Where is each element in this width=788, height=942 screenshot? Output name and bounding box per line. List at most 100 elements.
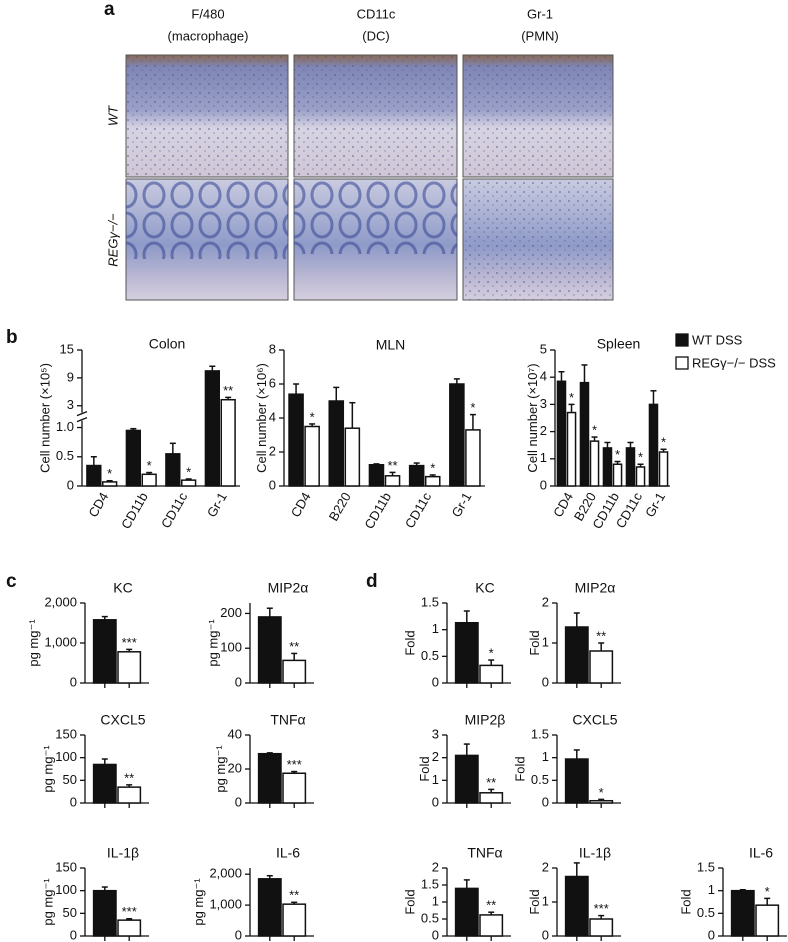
- y-tick-label: 1: [432, 621, 439, 636]
- significance-marker: **: [486, 898, 496, 913]
- bar: [579, 381, 590, 487]
- chart-title: CXCL5: [572, 712, 617, 728]
- y-tick-label: 0: [432, 794, 439, 809]
- significance-marker: ***: [287, 757, 302, 772]
- y-axis-label: Fold: [417, 756, 432, 781]
- x-tick-label: B220: [326, 490, 354, 524]
- y-tick-label: 1.5: [531, 726, 549, 741]
- y-tick-label: 1: [432, 772, 439, 787]
- y-tick-label: 0: [432, 927, 439, 942]
- panel-label: a: [104, 0, 115, 20]
- bar: [424, 475, 441, 487]
- row-label: WT: [105, 105, 120, 126]
- x-tick-label: CD4: [288, 490, 314, 520]
- chart-title: TNFα: [467, 845, 502, 861]
- y-tick-label: 20: [228, 760, 242, 775]
- bar: [92, 889, 117, 937]
- significance-marker: ***: [122, 635, 137, 650]
- panel-label: c: [6, 571, 17, 592]
- y-tick-label: 0: [708, 927, 715, 942]
- x-tick-label: CD11c: [158, 489, 191, 531]
- column-subtitle: (macrophage): [168, 28, 249, 43]
- row-label: REGγ−/−: [105, 213, 120, 267]
- significance-marker: *: [430, 460, 435, 475]
- bar: [602, 447, 613, 487]
- bar: [117, 919, 142, 937]
- y-axis-label: pg mg⁻¹: [41, 745, 56, 793]
- y-tick-label: 0: [542, 794, 549, 809]
- bar: [755, 904, 780, 937]
- bar: [86, 464, 102, 487]
- y-tick-label: 1: [540, 450, 547, 465]
- y-axis-label: Cell number (×10⁵): [38, 363, 53, 473]
- y-tick-label: 1,000: [44, 634, 77, 649]
- panel-label: b: [6, 327, 18, 348]
- significance-marker: *: [147, 458, 152, 473]
- bar: [257, 752, 282, 804]
- chart-title: IL-6: [749, 845, 773, 861]
- bar: [449, 383, 465, 487]
- panel-label: d: [366, 571, 378, 592]
- bar: [564, 875, 589, 937]
- chart-title: Spleen: [597, 336, 641, 352]
- x-tick-label: Gr-1: [204, 490, 230, 520]
- y-tick-label: 100: [55, 882, 77, 897]
- significance-marker: *: [661, 435, 666, 450]
- y-tick-label: 0: [70, 927, 77, 942]
- significance-marker: *: [599, 785, 604, 800]
- significance-marker: **: [596, 628, 606, 643]
- y-axis-label: Fold: [527, 630, 542, 655]
- bar: [635, 466, 646, 487]
- y-tick-label: 2: [269, 443, 276, 458]
- significance-marker: *: [638, 450, 643, 465]
- y-tick-label: 1.0: [56, 419, 74, 434]
- y-tick-label: 100: [220, 640, 242, 655]
- y-tick-label: 200: [220, 605, 242, 620]
- y-tick-label: 0: [67, 477, 74, 492]
- bar: [648, 403, 659, 487]
- y-tick-label: 1.5: [697, 859, 715, 874]
- chart-title: KC: [475, 580, 494, 596]
- axis-break-mark: [76, 411, 88, 417]
- y-tick-label: 0.5: [56, 448, 74, 463]
- y-tick-label: 4: [269, 409, 276, 424]
- y-axis-label: Fold: [679, 889, 694, 914]
- bar: [257, 616, 282, 684]
- y-tick-label: 40: [228, 726, 242, 741]
- column-title: CD11c: [357, 6, 396, 21]
- bar: [384, 475, 401, 487]
- y-tick-label: 0: [432, 674, 439, 689]
- bar: [328, 400, 345, 487]
- significance-marker: *: [107, 466, 112, 481]
- significance-marker: *: [569, 390, 574, 405]
- y-tick-label: 0: [235, 927, 242, 942]
- x-tick-label: CD11b: [118, 490, 151, 532]
- bar: [92, 619, 117, 684]
- y-tick-label: 0: [70, 794, 77, 809]
- bar: [479, 664, 504, 684]
- y-tick-label: 1: [432, 893, 439, 908]
- y-tick-label: 50: [63, 772, 77, 787]
- y-tick-label: 150: [55, 859, 77, 874]
- y-axis-label: pg mg⁻¹: [26, 619, 41, 667]
- bar: [612, 463, 623, 487]
- bar: [282, 772, 307, 804]
- bar: [181, 479, 197, 487]
- bar: [658, 451, 669, 487]
- histology-texture: [463, 55, 613, 177]
- y-tick-label: 1: [542, 893, 549, 908]
- significance-marker: *: [310, 409, 315, 424]
- legend-swatch: [675, 356, 689, 370]
- y-axis-label: Fold: [513, 756, 528, 781]
- y-tick-label: 2: [542, 594, 549, 609]
- y-tick-label: 9: [67, 369, 74, 384]
- histology-texture: [126, 55, 288, 177]
- y-axis-label: Fold: [527, 889, 542, 914]
- y-tick-label: 0: [542, 927, 549, 942]
- significance-marker: *: [765, 884, 770, 899]
- y-tick-label: 3: [540, 396, 547, 411]
- bar: [102, 481, 118, 487]
- bar: [220, 398, 236, 487]
- y-tick-label: 0: [542, 674, 549, 689]
- column-title: F/480: [191, 6, 224, 21]
